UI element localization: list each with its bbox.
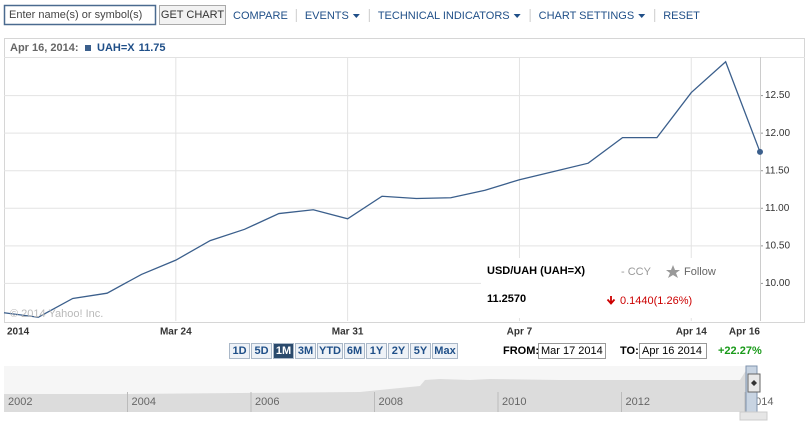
to-value: Apr 16 2014 <box>642 345 702 357</box>
series-line <box>3 60 761 318</box>
menu-item[interactable]: EVENTS <box>305 10 349 22</box>
range-button[interactable] <box>251 343 272 359</box>
year-label: 2012 <box>626 396 650 408</box>
dropdown-arrow <box>513 14 521 18</box>
x-tick-label: Apr 16 <box>729 327 761 338</box>
down-arrow <box>606 296 616 305</box>
range-button-label: 3M <box>298 345 313 357</box>
range-button-label: YTD <box>319 345 341 357</box>
y-tick-label: 10.50 <box>765 240 790 251</box>
last-point <box>757 148 763 155</box>
plot: 10.00 10.50 11.00 11.50 12.00 12.50 2014 Mar 24… <box>3 57 790 338</box>
x-tick-label: Apr 7 <box>507 327 533 338</box>
range-button[interactable] <box>344 343 365 359</box>
quote-box <box>481 258 760 318</box>
y-tick-label: 11.50 <box>765 165 790 176</box>
to-input[interactable] <box>639 343 707 359</box>
period-change: +22.27% <box>718 345 762 357</box>
get-chart-button[interactable] <box>159 5 226 25</box>
follow-label[interactable]: Follow <box>684 266 716 278</box>
x-tick-label: Mar 24 <box>160 327 192 338</box>
range-button[interactable] <box>388 343 409 359</box>
legend-name: UAH=X <box>97 42 135 54</box>
search-placeholder: Enter name(s) or symbol(s) <box>9 9 142 21</box>
range-button-label: 1M <box>276 345 291 357</box>
range-button[interactable] <box>410 343 431 359</box>
from-value: Mar 17 2014 <box>541 345 603 357</box>
from-input[interactable] <box>538 343 606 359</box>
year-label: 2008 <box>379 396 403 408</box>
range-button[interactable] <box>229 343 250 359</box>
y-tick-label: 10.00 <box>765 278 790 289</box>
year-label: 2010 <box>502 396 526 408</box>
legend-value: 11.75 <box>139 42 166 54</box>
menu-item[interactable]: COMPARE <box>233 10 288 22</box>
year-label: 2002 <box>8 396 32 408</box>
range-button[interactable] <box>366 343 387 359</box>
to-label: TO: <box>620 345 639 357</box>
search-input[interactable] <box>3 4 157 26</box>
legend-swatch <box>85 45 91 51</box>
menu-item[interactable]: RESET <box>663 10 700 22</box>
range-button-label: 6M <box>347 345 362 357</box>
range-button-label: 5Y <box>414 345 428 357</box>
scroll-handle[interactable] <box>739 411 768 421</box>
range-buttons: 1D 5D 1M 3M YTD 6M 1Y 2Y 5Y Max <box>229 343 458 359</box>
range-button[interactable] <box>432 343 458 359</box>
year-label: 2006 <box>255 396 279 408</box>
x-tick-label: Apr 14 <box>676 327 708 338</box>
y-tick-label: 12.00 <box>765 128 790 139</box>
range-button-label: Max <box>434 345 456 357</box>
dropdown-arrow <box>638 14 646 18</box>
range-button-label: 5D <box>254 345 268 357</box>
menu-item[interactable]: TECHNICAL INDICATORS <box>378 10 510 22</box>
grip-arrows <box>751 380 757 386</box>
menu: COMPARE EVENTS TECHNICAL INDICATORS CHART S… <box>233 9 700 22</box>
follow-star[interactable] <box>666 265 680 278</box>
quote-change: 0.1440(1.26%) <box>620 295 692 307</box>
navigator-area <box>4 366 757 412</box>
navigator-years: 2002 2004 2006 2008 2010 2012 2014 <box>8 392 773 412</box>
range-button-label: 1Y <box>370 345 384 357</box>
menu-item[interactable]: CHART SETTINGS <box>539 10 635 22</box>
y-tick-label: 12.50 <box>765 90 790 101</box>
range-button[interactable] <box>295 343 316 359</box>
quote-exchange: - CCY <box>621 266 652 278</box>
range-button[interactable] <box>317 343 343 359</box>
quote-price: 11.2570 <box>487 293 526 305</box>
get-chart-label: GET CHART <box>161 9 224 21</box>
range-button-label: 2Y <box>392 345 406 357</box>
x-tick-label: Mar 31 <box>332 327 364 338</box>
from-label: FROM: <box>503 345 539 357</box>
x-tick-label: 2014 <box>7 327 30 338</box>
quote-name: USD/UAH (UAH=X) <box>487 265 585 277</box>
y-tick-label: 11.00 <box>765 203 790 214</box>
range-button[interactable] <box>273 343 294 359</box>
range-button-label: 1D <box>232 345 246 357</box>
watermark: © 2014 Yahoo! Inc. <box>10 308 103 320</box>
dropdown-arrow <box>352 14 360 18</box>
year-label: 2004 <box>132 396 156 408</box>
header-date: Apr 16, 2014: <box>10 42 78 54</box>
